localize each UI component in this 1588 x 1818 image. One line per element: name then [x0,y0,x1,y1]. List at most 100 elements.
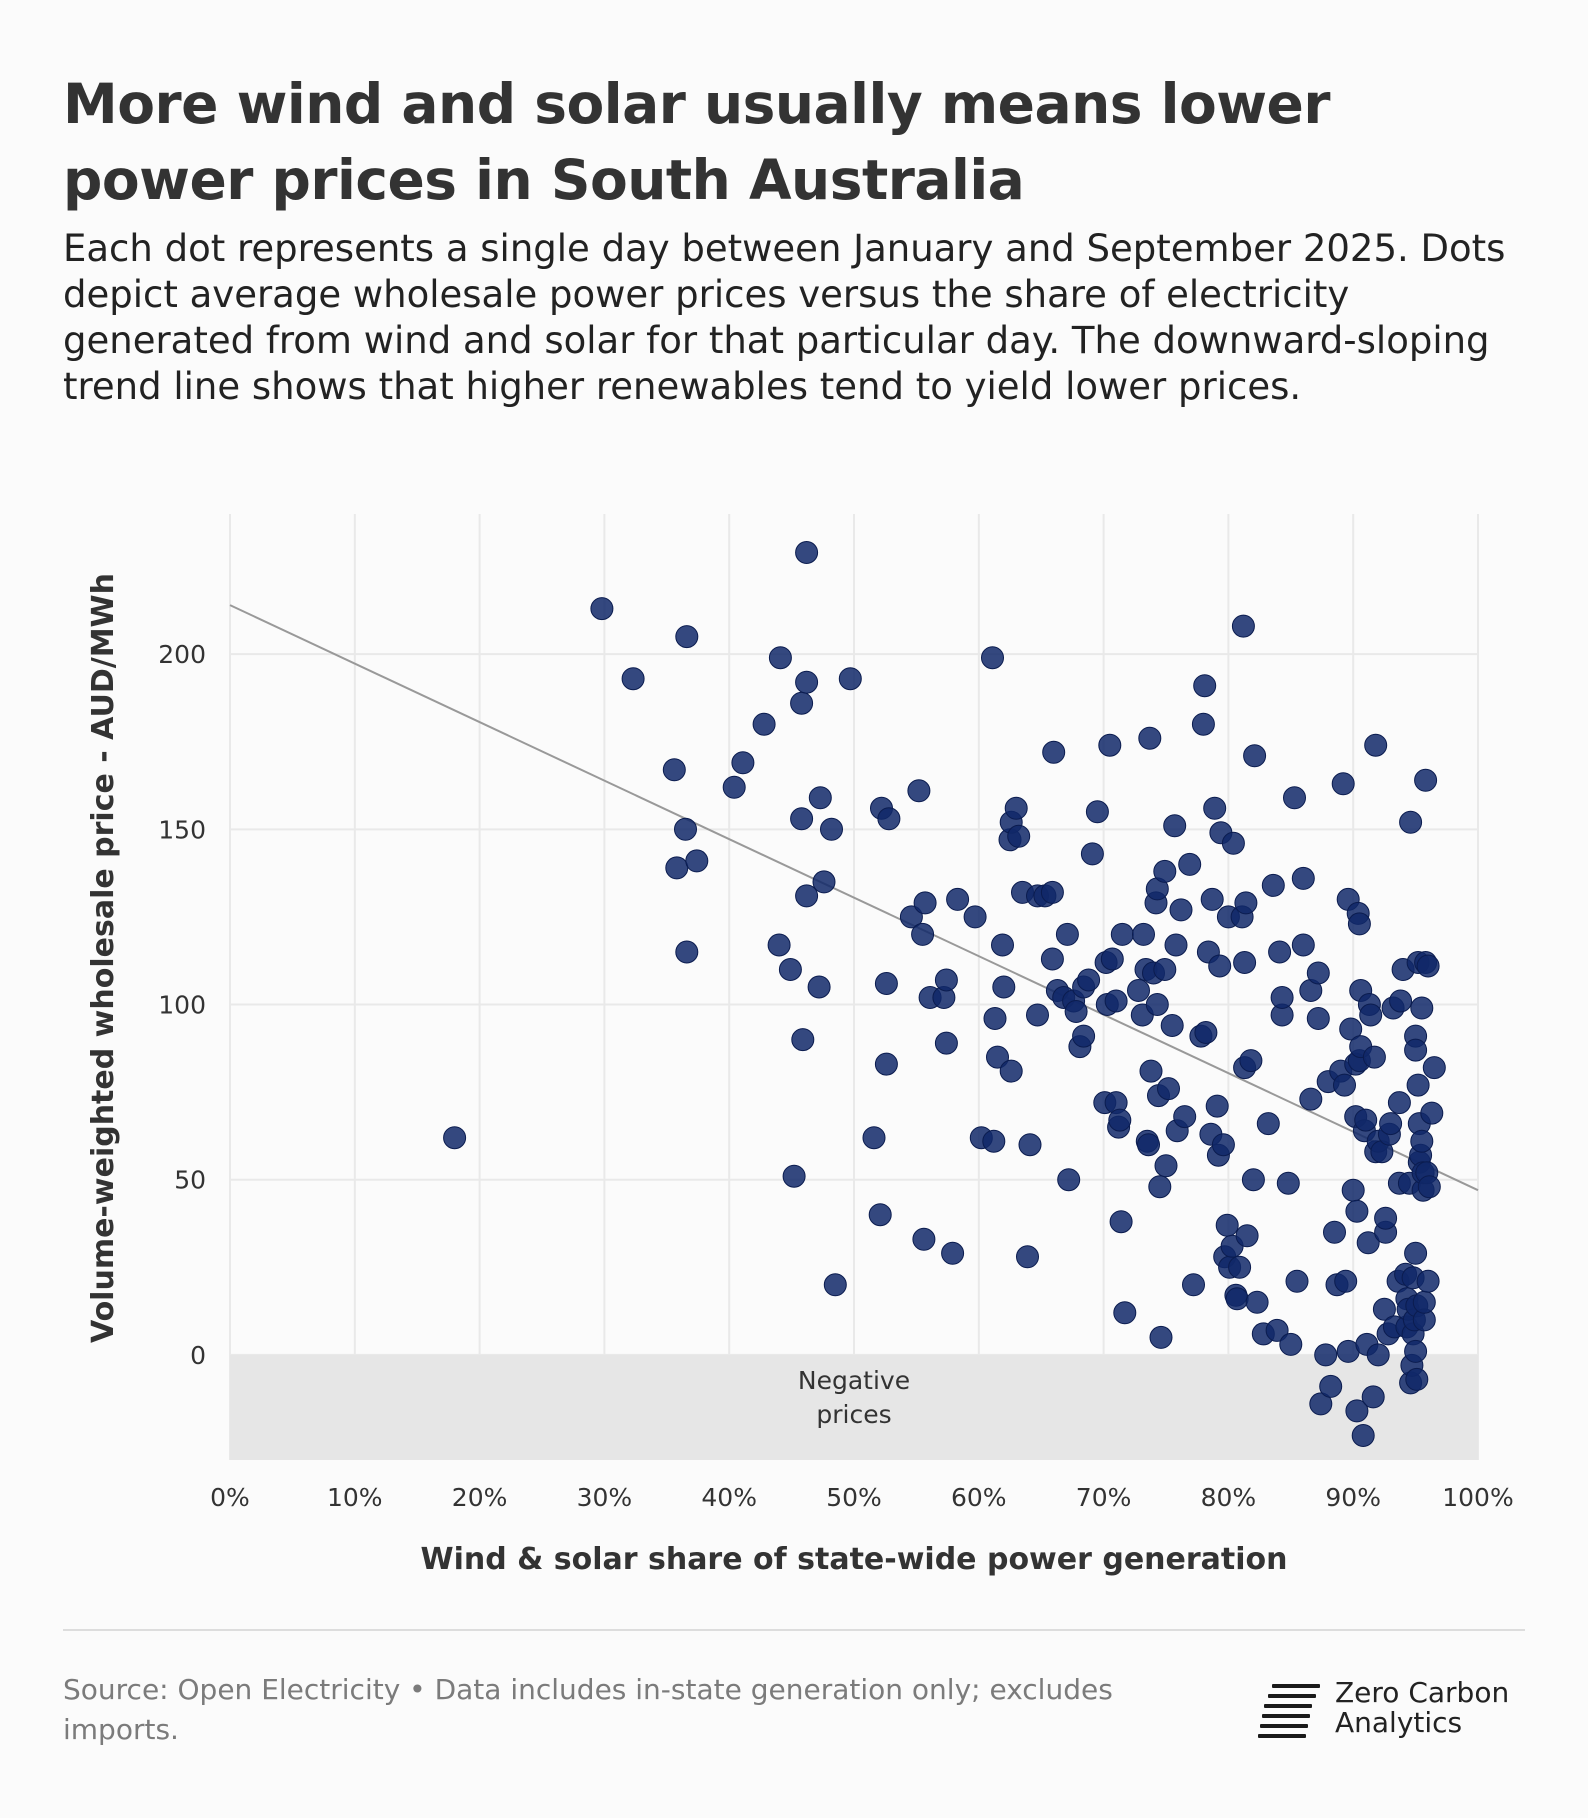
x-axis-label: Wind & solar share of state-wide power g… [420,1542,1287,1577]
data-point [1405,1367,1429,1391]
data-point [1026,1003,1049,1027]
data-point [877,807,901,831]
data-point [1149,1325,1173,1349]
data-point [1127,979,1150,1002]
data-point [1182,1273,1205,1297]
data-point [778,958,802,981]
data-point [1113,1301,1137,1325]
data-point [1416,954,1440,978]
data-point [443,1126,467,1150]
data-point [934,1031,958,1055]
data-point [1191,712,1215,736]
data-point [1233,951,1257,974]
data-point [1345,1199,1369,1223]
data-point [1354,1108,1378,1132]
data-point [941,1241,965,1265]
data-point [982,1129,1006,1153]
data-point [1333,1073,1356,1097]
data-point [1004,796,1028,820]
data-point [1389,989,1413,1013]
data-point [1138,726,1162,750]
data-point [907,779,931,803]
data-point [1314,1343,1338,1367]
data-point [1055,922,1079,946]
data-point [1299,1087,1323,1111]
data-point [1153,958,1177,981]
data-point [1372,1297,1396,1321]
data-point [675,625,699,649]
data-point [1362,1045,1386,1069]
data-point [1410,1129,1434,1153]
data-point [1356,1231,1380,1255]
data-point [1268,940,1292,964]
data-point [838,667,862,691]
data-point [807,975,831,999]
data-point [795,541,819,564]
data-point [790,691,814,715]
data-point [1153,859,1177,883]
data-point [1416,1269,1440,1293]
data-point [731,751,755,775]
data-point [981,646,1004,670]
data-point [1379,1112,1403,1136]
data-point [1169,898,1193,922]
source-note: Source: Open Electricity • Data includes… [63,1673,1113,1746]
data-point [1104,989,1128,1013]
data-point [1331,772,1355,796]
y-tick-label: 200 [158,640,206,669]
data-point [1306,961,1330,985]
data-point [752,712,776,736]
data-point [1422,1056,1446,1080]
data-point [992,975,1016,999]
data-point [1108,1108,1132,1132]
data-point [1351,1424,1375,1447]
x-tick-label: 30% [577,1483,633,1512]
data-point [1404,1339,1428,1363]
chart-title: More wind and solar usually means lower … [63,72,1330,212]
data-point [1283,786,1306,810]
data-point [1406,1073,1430,1097]
data-point [913,891,937,915]
data-point [862,1126,886,1150]
data-point [1339,1017,1363,1041]
data-point [1359,1003,1383,1027]
data-point [1404,1038,1428,1062]
data-point [1270,986,1294,1009]
data-point [1261,873,1285,897]
data-point [1173,1105,1197,1129]
data-point [674,817,697,841]
data-point [685,849,709,873]
x-tick-label: 50% [826,1483,882,1512]
y-axis-label: Volume-weighted wholesale price - AUD/MW… [86,573,121,1343]
data-point [1228,1255,1252,1279]
data-point [1132,922,1155,946]
data-point [1361,1385,1385,1409]
data-point [808,786,832,810]
data-point [1387,1091,1411,1115]
data-point [1016,1245,1039,1269]
data-point [768,646,792,670]
trend-line [229,604,1479,1192]
data-point [1412,1290,1436,1314]
data-point [946,887,970,911]
y-tick-label: 50 [174,1166,206,1195]
data-point [1235,1224,1259,1248]
data-point [1345,1399,1369,1423]
data-point [1256,1112,1280,1136]
data-point [820,817,843,841]
data-point [675,940,699,964]
data-point [963,905,987,929]
data-point [1139,1059,1163,1083]
data-point [1291,933,1315,957]
data-point [665,856,689,880]
x-tick-label: 10% [327,1483,383,1512]
data-point [722,775,746,799]
data-point [795,670,819,694]
data-point [767,933,791,957]
data-point [1265,1318,1289,1342]
data-point [1200,887,1224,911]
data-point [1410,996,1434,1020]
data-point [983,1007,1007,1030]
negative-prices-label-line1: Negative [798,1366,910,1395]
x-tick-label: 60% [951,1483,1007,1512]
